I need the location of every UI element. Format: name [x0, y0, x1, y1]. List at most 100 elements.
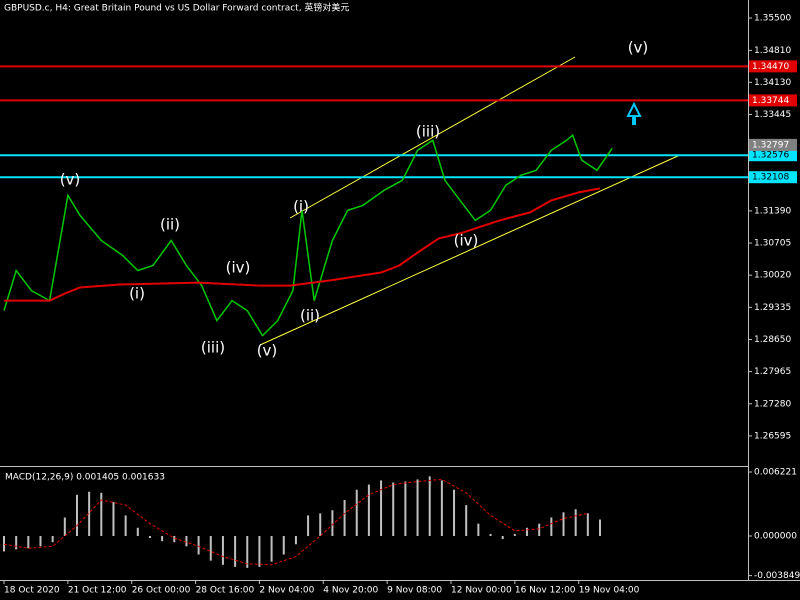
macd-bar	[51, 535, 54, 543]
macd-bar	[550, 517, 553, 536]
macd-bar	[392, 482, 395, 536]
macd-bar	[513, 533, 516, 536]
macd-bar	[209, 535, 212, 561]
price-level-label: 1.32108	[752, 173, 789, 183]
price-level-tag	[749, 171, 797, 184]
macd-bar	[319, 513, 322, 536]
y-tick-label: 1.34130	[754, 78, 791, 88]
chart-title: GBPUSD.c, H4: Great Britain Pound vs US …	[4, 2, 349, 14]
y-tick-label: 1.29335	[754, 303, 791, 313]
macd-bar	[258, 535, 261, 567]
macd-bar	[246, 535, 249, 568]
macd-bar	[367, 484, 370, 536]
x-tick-label: 28 Oct 16:00	[196, 586, 255, 596]
wave-label: (ii)	[300, 307, 320, 325]
macd-bar	[185, 535, 188, 547]
x-tick-label: 18 Oct 2020	[4, 586, 60, 596]
y-tick-label: 1.27280	[754, 399, 791, 409]
macd-bar	[63, 517, 66, 536]
macd-bar	[343, 499, 346, 536]
macd-title: MACD(12,26,9) 0.001405 0.001633	[5, 473, 165, 483]
x-tick-label: 12 Nov 00:00	[451, 586, 512, 596]
price-level-label: 1.33744	[752, 96, 789, 106]
macd-bar	[416, 479, 419, 536]
price-level-tag	[749, 149, 797, 162]
macd-bar	[538, 523, 541, 536]
macd-bar	[27, 535, 30, 549]
y-tick-label: 1.26595	[754, 431, 791, 441]
macd-bar	[282, 535, 285, 555]
macd-bar	[586, 513, 589, 536]
macd-bar	[148, 535, 151, 539]
price-level-label: 1.34470	[752, 62, 789, 72]
macd-bar	[100, 492, 103, 536]
y-tick-label: 1.35500	[754, 14, 791, 24]
macd-bar	[39, 535, 42, 547]
current-price-label: 1.32797	[752, 140, 789, 150]
macd-bar	[526, 527, 529, 536]
macd-signal	[3, 478, 588, 566]
current-price-tag	[749, 138, 797, 151]
macd-bar	[453, 489, 456, 536]
macd-bar	[574, 509, 577, 536]
macd-bar	[270, 535, 273, 562]
macd-bar	[88, 491, 91, 536]
wave-label: (v)	[60, 171, 81, 189]
channel-upper	[289, 56, 576, 219]
macd-bar	[501, 535, 504, 540]
macd-bar	[136, 527, 139, 536]
macd-bar	[112, 502, 115, 536]
macd-bar	[331, 510, 334, 536]
wave-label: (iv)	[454, 232, 479, 250]
price-level-label: 1.32576	[752, 151, 789, 161]
wave-label: (v)	[628, 39, 649, 57]
macd-bar	[440, 480, 443, 536]
x-tick-label: 16 Nov 12:00	[515, 586, 576, 596]
macd-bar	[355, 489, 358, 536]
x-tick-label: 4 Nov 20:00	[323, 586, 378, 596]
price-level-tag	[749, 94, 797, 107]
macd-bar	[221, 535, 224, 565]
macd-bar	[489, 533, 492, 536]
macd-bar	[75, 494, 78, 536]
x-tick-label: 9 Nov 08:00	[387, 586, 442, 596]
y-tick-label: 1.28650	[754, 335, 791, 345]
macd-bar	[173, 535, 176, 543]
wave-label: (i)	[293, 198, 309, 216]
x-tick-label: 19 Nov 04:00	[579, 586, 640, 596]
macd-bar	[404, 481, 407, 536]
macd-bar	[428, 476, 431, 536]
macd-bar	[465, 505, 468, 536]
macd-bar	[15, 535, 18, 550]
wave-label: (v)	[257, 342, 278, 360]
y-tick-label: 1.31390	[754, 206, 791, 216]
macd-bar	[124, 515, 127, 536]
x-tick-label: 2 Nov 04:00	[259, 586, 314, 596]
channel-lower	[259, 154, 681, 346]
y-tick-label: 1.30020	[754, 271, 791, 281]
moving-average	[4, 187, 601, 302]
wave-label: (iii)	[201, 339, 225, 357]
y-tick-label: 0.000000	[754, 531, 797, 541]
macd-bar	[307, 515, 310, 536]
price-level-tag	[749, 60, 797, 73]
x-tick-label: 26 Oct 00:00	[132, 586, 191, 596]
price-line	[3, 133, 613, 337]
y-tick-label: 1.33445	[754, 110, 791, 120]
wave-label: (ii)	[160, 216, 180, 234]
y-tick-label: 1.34810	[754, 46, 791, 56]
wave-label: (iv)	[226, 259, 251, 277]
x-tick-label: 21 Oct 12:00	[68, 586, 127, 596]
macd-bar	[294, 535, 297, 545]
wave-label: (iii)	[416, 123, 440, 141]
macd-bar	[562, 512, 565, 536]
wave-label: (i)	[129, 285, 145, 303]
macd-bar	[234, 535, 237, 567]
macd-bar	[599, 519, 601, 536]
macd-bar	[197, 535, 200, 555]
macd-bar	[380, 480, 383, 536]
y-tick-label: 1.27965	[754, 367, 791, 377]
macd-bar	[3, 535, 5, 552]
